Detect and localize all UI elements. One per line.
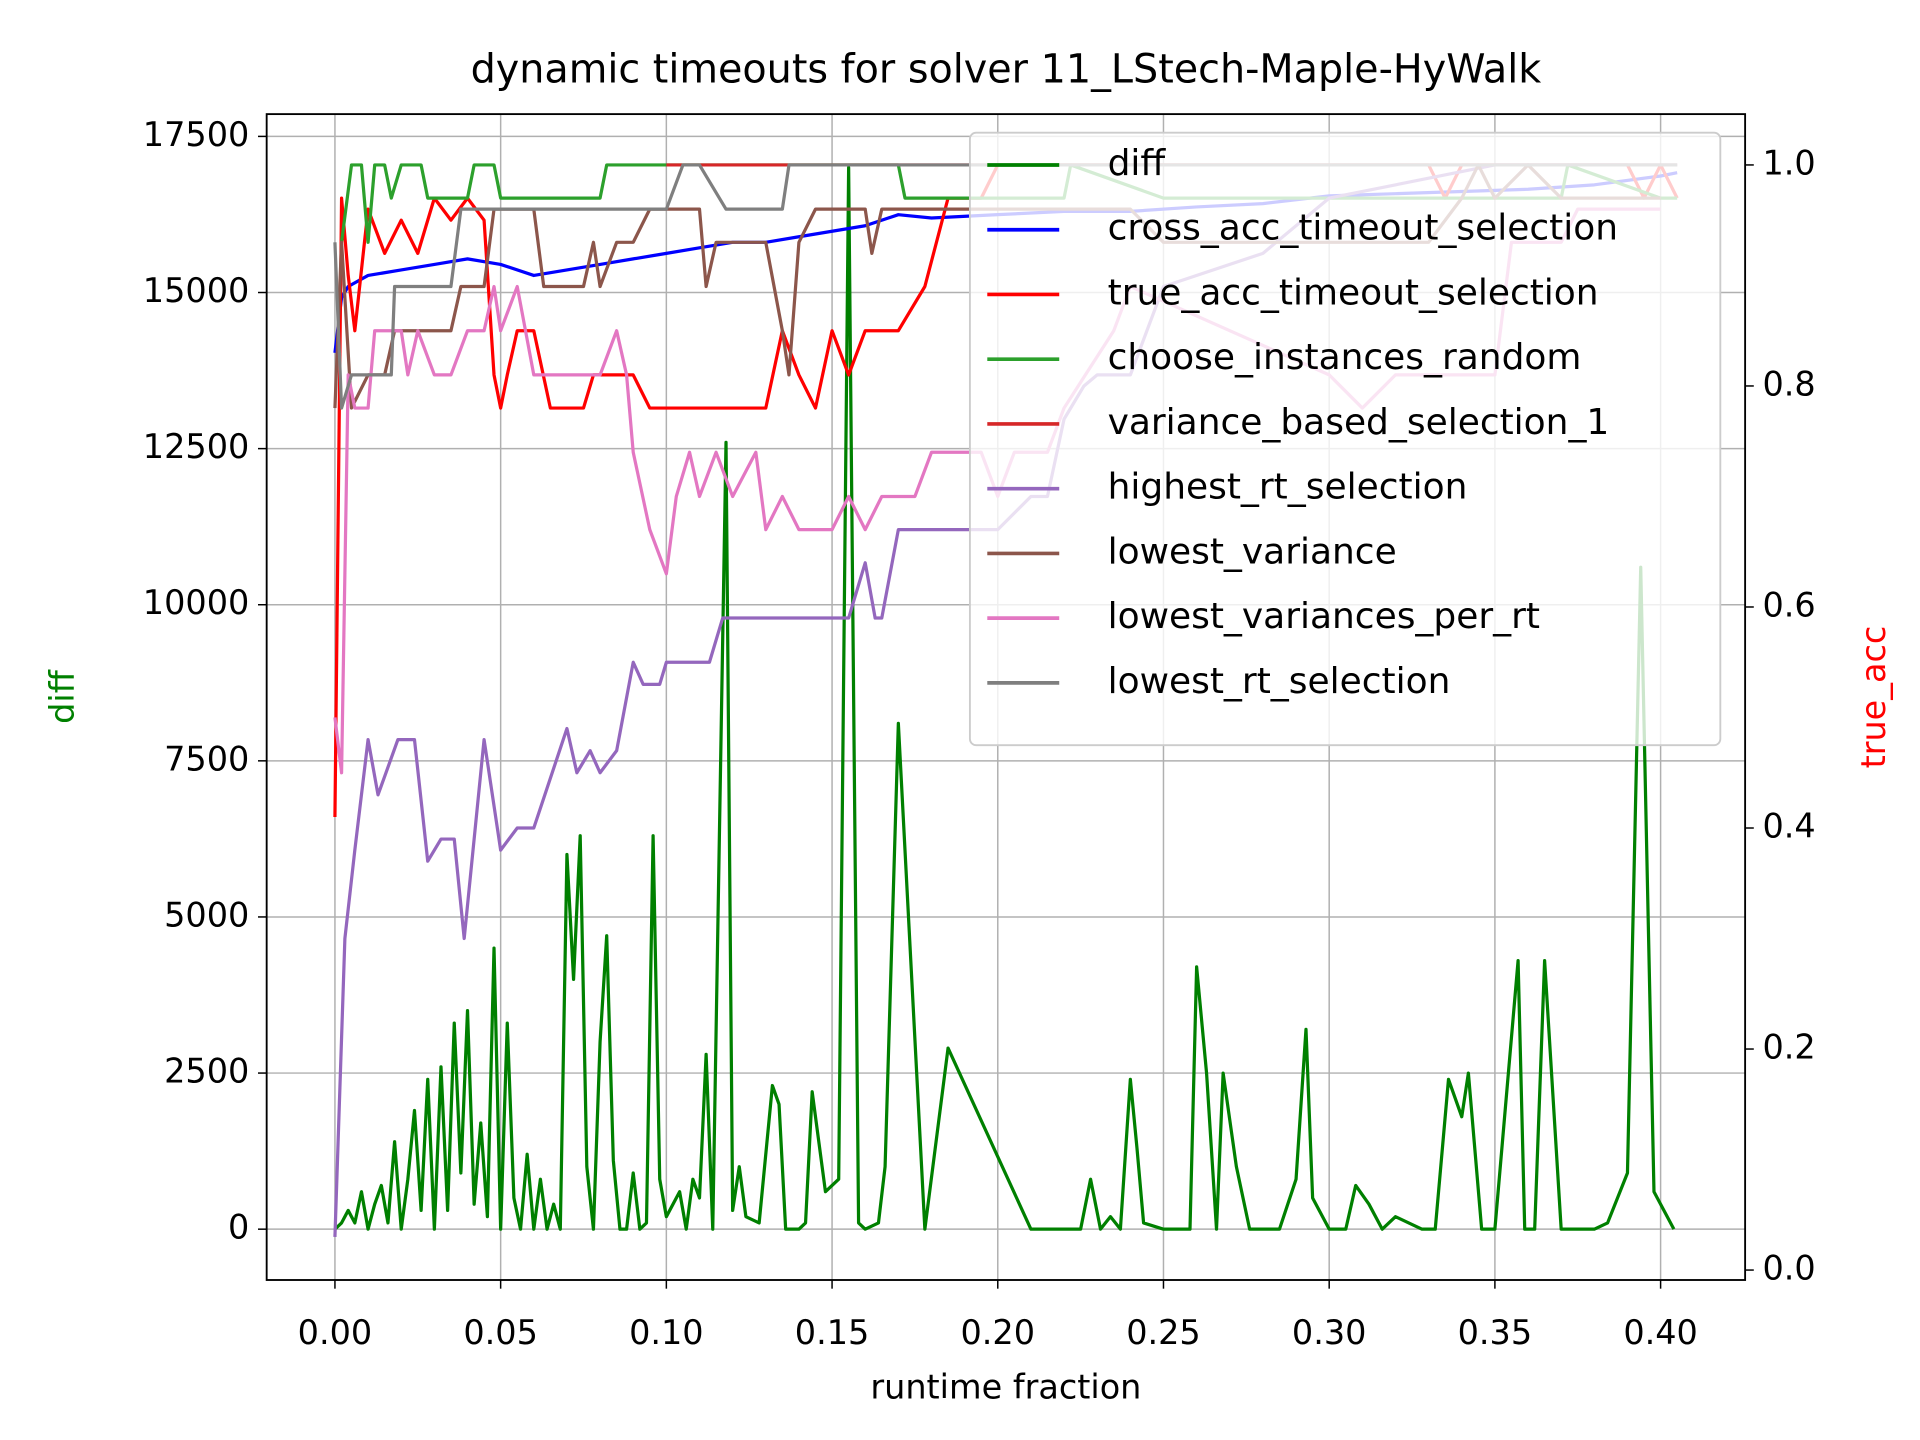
legend-label: lowest_rt_selection: [1108, 661, 1451, 702]
legend-label: lowest_variances_per_rt: [1108, 596, 1540, 637]
y2-tick-label: 1.0: [1762, 143, 1815, 182]
legend-label: choose_instances_random: [1108, 337, 1582, 378]
y2-tick-label: 0.6: [1762, 585, 1815, 624]
legend-label: diff: [1108, 143, 1167, 184]
chart-title: dynamic timeouts for solver 11_LStech-Ma…: [471, 46, 1542, 92]
x-tick-label: 0.30: [1292, 1313, 1367, 1352]
y-tick-label: 5000: [164, 895, 249, 934]
legend: diff cross_acc_timeout_selection true_acc_…: [968, 131, 1722, 747]
y-tick-label: 12500: [143, 427, 249, 466]
y-tick-label: 0: [228, 1208, 249, 1247]
x-axis-label: runtime fraction: [870, 1368, 1141, 1407]
x-tick-label: 0.15: [795, 1313, 870, 1352]
y-tick-label: 2500: [164, 1052, 249, 1091]
legend-label: cross_acc_timeout_selection: [1108, 208, 1618, 249]
y-tick-label: 7500: [164, 739, 249, 778]
legend-label: lowest_variance: [1108, 531, 1397, 572]
series-line: [333, 166, 1676, 1231]
y-tick-label: 10000: [143, 583, 249, 622]
x-tick-label: 0.05: [463, 1313, 538, 1352]
x-tick-label: 0.40: [1623, 1313, 1698, 1352]
legend-label: variance_based_selection_1: [1108, 402, 1610, 443]
series-line: [333, 163, 1678, 410]
x-tick-label: 0.35: [1458, 1313, 1533, 1352]
y2-axis-label: true_acc: [1854, 626, 1893, 769]
y2-tick-label: 0.0: [1762, 1249, 1815, 1288]
y-tick-label: 15000: [143, 271, 249, 310]
legend-box: [968, 131, 1722, 747]
legend-label: highest_rt_selection: [1108, 467, 1468, 508]
y2-tick-label: 0.2: [1762, 1028, 1815, 1067]
plot-frame: [265, 113, 1747, 1281]
x-tick-label: 0.10: [629, 1313, 704, 1352]
x-tick-label: 0.20: [961, 1313, 1036, 1352]
x-tick-label: 0.25: [1126, 1313, 1201, 1352]
y-tick-label: 17500: [143, 115, 249, 154]
legend-label: true_acc_timeout_selection: [1108, 272, 1599, 313]
x-tick-label: 0.00: [298, 1313, 373, 1352]
y2-tick-label: 0.4: [1762, 807, 1815, 846]
y-axis-label: diff: [43, 669, 82, 724]
y2-tick-label: 0.8: [1762, 364, 1815, 403]
